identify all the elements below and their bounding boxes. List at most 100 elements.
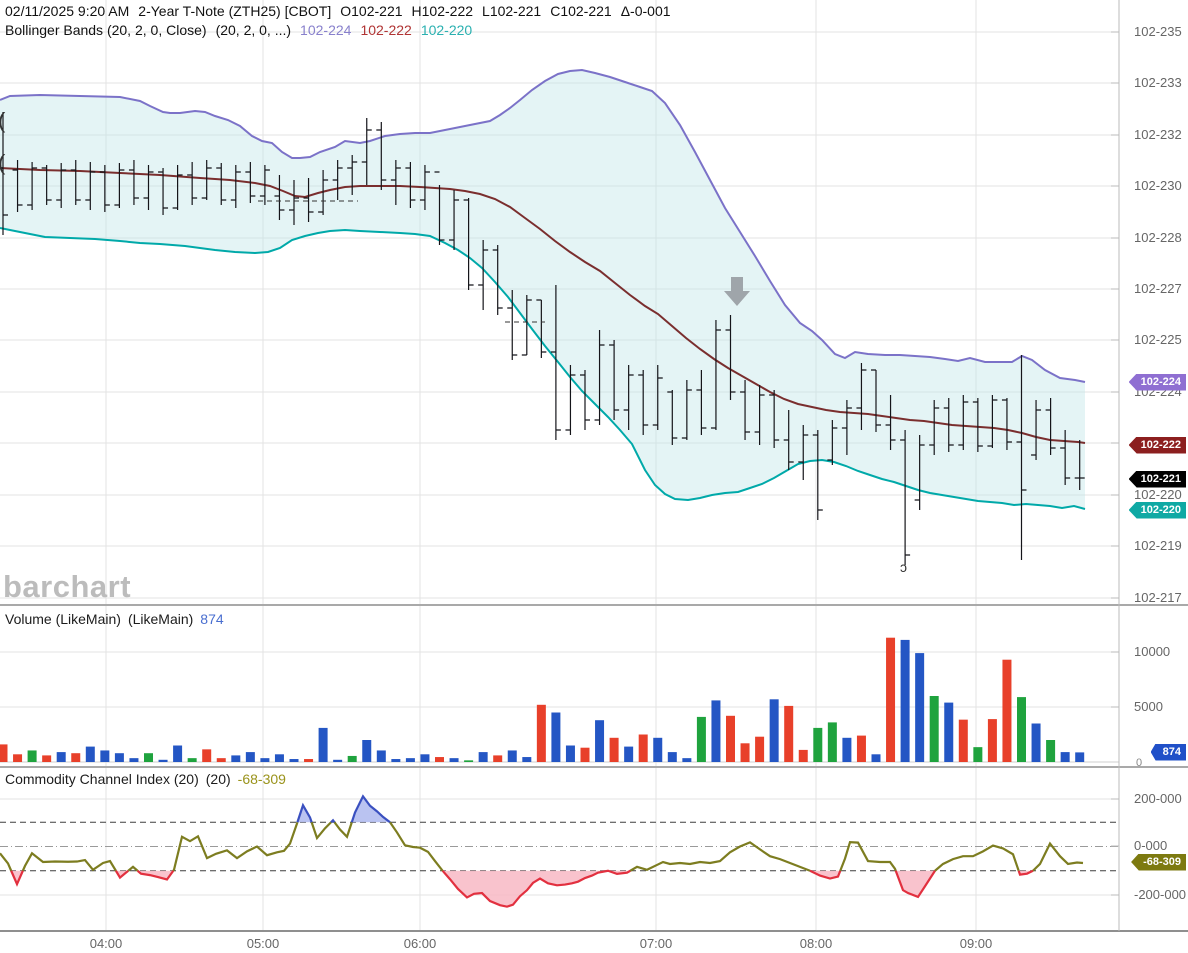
bracket-mark: ( — [0, 150, 6, 175]
price-axis-label: 102-233 — [1134, 75, 1182, 90]
cci-lo-fill — [11, 870, 23, 885]
cci-line-segment — [296, 802, 313, 823]
cci-study-params: (20) — [205, 771, 231, 787]
volume-bar — [173, 745, 183, 762]
cci-line-segment — [1032, 841, 1084, 872]
volume-bar — [667, 752, 677, 762]
volume-bar — [507, 750, 517, 762]
cci-line-segment — [136, 869, 175, 881]
volume-bar — [245, 752, 255, 762]
volume-bar — [886, 637, 896, 762]
price-badge: 102-221 — [1128, 470, 1186, 488]
cci-line-segment — [333, 821, 353, 839]
volume-bar — [13, 754, 23, 762]
cci-axis-label: 0-000 — [1134, 838, 1168, 853]
volume-bar — [0, 744, 8, 762]
volume-bar — [856, 735, 866, 762]
volume-axis-label: 5000 — [1134, 699, 1163, 714]
cci-line-segment — [1017, 869, 1034, 876]
bb-upper-value: 102-224 — [300, 22, 352, 38]
volume-bar — [1060, 752, 1070, 762]
volume-bar — [638, 734, 648, 762]
volume-bar — [987, 719, 997, 762]
cci-line-segment — [0, 852, 13, 872]
volume-study-params: (LikeMain) — [127, 611, 194, 627]
volume-bar — [624, 746, 634, 762]
price-axis-label: 102-227 — [1134, 281, 1182, 296]
header-close: C102-221 — [550, 3, 612, 19]
volume-bar — [813, 727, 823, 762]
volume-bar — [493, 755, 503, 762]
price-axis-label: 102-230 — [1134, 178, 1182, 193]
price-axis-label: 102-219 — [1134, 538, 1182, 553]
cci-line-segment — [10, 870, 24, 887]
volume-bar — [318, 727, 328, 762]
cci-hi-fill — [297, 805, 312, 823]
volume-bar — [1017, 697, 1026, 762]
price-axis-label: 102-220 — [1134, 487, 1182, 502]
volume-bar — [551, 712, 561, 762]
cci-line-segment — [172, 821, 299, 872]
volume-bar — [27, 750, 37, 762]
volume-bar — [929, 696, 939, 762]
volume-bar — [435, 757, 444, 762]
cci-line-segment — [389, 821, 444, 872]
volume-bar — [85, 746, 95, 762]
bb-middle-value: 102-222 — [360, 22, 412, 38]
volume-bar — [216, 758, 226, 762]
volume-bar — [653, 737, 663, 762]
cci-current-value: -68-309 — [237, 771, 286, 787]
down-arrow-annotation[interactable] — [724, 277, 750, 306]
axis-frame — [0, 0, 1188, 932]
volume-bar — [915, 653, 925, 762]
header-low: L102-221 — [482, 3, 542, 19]
bollinger-lower-line — [0, 227, 1086, 510]
study-header[interactable]: Bollinger Bands (20, 2, 0, Close) (20, 2,… — [5, 22, 481, 38]
volume-bar — [1046, 740, 1056, 762]
cci-line-segment — [839, 840, 897, 872]
volume-bar — [682, 758, 692, 762]
volume-bar — [42, 755, 52, 762]
volume-bar — [114, 753, 124, 762]
volume-bar — [522, 757, 532, 762]
time-label: 04:00 — [89, 936, 123, 951]
header-change: Δ-0-001 — [620, 3, 671, 19]
volume-bar — [478, 752, 488, 762]
volume-bar — [580, 747, 590, 762]
panel-separator — [0, 766, 1188, 768]
volume-bar — [464, 760, 474, 762]
volume-bar — [740, 743, 750, 762]
volume-bar — [274, 754, 284, 762]
volume-bar — [842, 737, 852, 762]
barchart-logo: barchart — [3, 569, 132, 604]
volume-bar — [449, 758, 459, 762]
volume-bar — [784, 705, 794, 762]
cci-study — [0, 794, 1119, 908]
time-label: 06:00 — [403, 936, 437, 951]
volume-bars — [0, 637, 1119, 763]
price-axis-label: 102-217 — [1134, 590, 1182, 605]
circle-mark: ɔ — [900, 559, 907, 575]
price-axis-label: 102-232 — [1134, 127, 1182, 142]
volume-bar — [696, 716, 706, 762]
price-badge: 102-222 — [1128, 436, 1186, 454]
cci-line-segment — [629, 841, 811, 872]
volume-bar — [958, 719, 968, 762]
volume-bar — [304, 759, 314, 762]
price-badge: 102-224 — [1128, 373, 1186, 391]
study-name: Bollinger Bands (20, 2, 0, Close) — [5, 22, 207, 38]
volume-bar — [71, 753, 81, 762]
cci-lo-fill — [810, 870, 841, 879]
volume-bar — [187, 758, 197, 762]
price-badge: 102-220 — [1128, 501, 1186, 519]
volume-bar — [536, 704, 546, 762]
volume-bar — [1002, 659, 1012, 762]
cci-study-header[interactable]: Commodity Channel Index (20) (20) -68-309 — [5, 771, 293, 787]
volume-bar — [260, 758, 270, 762]
volume-bar — [827, 722, 837, 762]
time-label: 08:00 — [799, 936, 833, 951]
volume-study-header[interactable]: Volume (LikeMain) (LikeMain) 874 — [5, 611, 231, 627]
volume-bar — [333, 759, 343, 762]
